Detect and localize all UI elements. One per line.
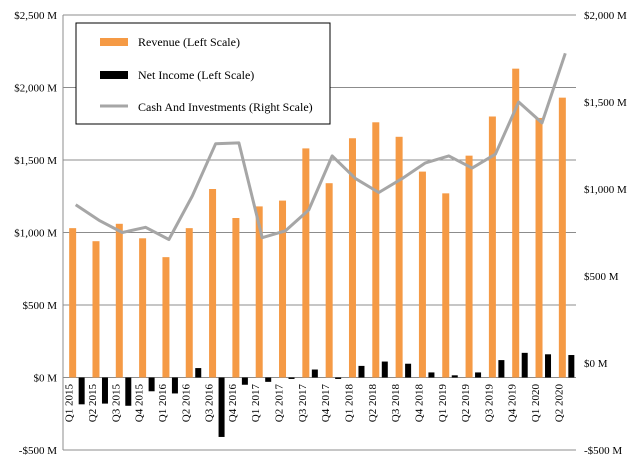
x-tick-label: Q4 2017: [320, 384, 332, 423]
net-income-bar-q2-2016: [195, 368, 202, 378]
left-tick-label: $2,000 M: [14, 83, 57, 95]
x-axis-ticks: Q1 2015 Q2 2015 Q3 2015 Q4 2015 Q1 2016 Q2 20…: [64, 384, 566, 423]
left-tick-label: $500 M: [22, 300, 57, 312]
right-tick-label: $2,000 M: [584, 10, 627, 22]
revenue-bar-q3-2018: [395, 136, 403, 378]
revenue-bar-q2-2016: [185, 228, 193, 378]
left-tick-label: $0 M: [33, 373, 57, 385]
revenue-bar-q4-2016: [232, 218, 240, 378]
x-tick-label: Q1 2016: [157, 384, 169, 423]
revenue-bar-q2-2017: [279, 200, 287, 378]
right-tick-label: -$500 M: [584, 445, 622, 457]
cash-investments-line: [74, 52, 567, 241]
revenue-bar-q2-2020: [558, 97, 566, 378]
net-income-bar-q2-2019: [475, 372, 482, 378]
revenue-bar-q3-2015: [115, 223, 123, 378]
bar-marks: [69, 68, 575, 437]
net-income-bar-q4-2019: [521, 352, 528, 378]
x-tick-label: Q2 2018: [367, 384, 379, 423]
right-axis-ticks: -$500 M $0 M $500 M $1,000 M $1,500 M $2,000 …: [584, 10, 627, 457]
revenue-bar-q3-2017: [302, 148, 310, 378]
left-tick-label: -$500 M: [19, 445, 57, 457]
legend-swatch-net-income: [100, 71, 128, 79]
x-tick-label: Q4 2018: [413, 384, 425, 423]
revenue-bar-q4-2019: [512, 68, 520, 378]
x-tick-label: Q3 2019: [483, 384, 495, 423]
net-income-bar-q2-2020: [568, 355, 575, 378]
revenue-bar-q2-2018: [372, 122, 380, 378]
net-income-bar-q4-2018: [428, 372, 435, 378]
net-income-bar-q2-2018: [381, 361, 388, 378]
net-income-bar-q4-2016: [241, 377, 248, 385]
x-tick-label: Q3 2018: [390, 384, 402, 423]
right-tick-label: $500 M: [584, 271, 619, 283]
net-income-bar-q4-2017: [335, 377, 342, 379]
legend-label-net-income: Net Income (Left Scale): [138, 68, 254, 82]
net-income-bar-q3-2017: [311, 369, 318, 378]
net-income-bar-q3-2019: [498, 360, 505, 378]
x-tick-label: Q2 2016: [180, 384, 192, 423]
left-tick-label: $2,500 M: [14, 10, 57, 22]
right-tick-label: $1,500 M: [584, 97, 627, 109]
revenue-bar-q4-2017: [325, 183, 333, 378]
revenue-bar-q1-2016: [162, 257, 170, 378]
legend-label-cash: Cash And Investments (Right Scale): [138, 100, 313, 114]
revenue-bar-q2-2019: [465, 155, 473, 378]
line-series: [74, 52, 567, 241]
net-income-bar-q3-2016: [218, 377, 225, 437]
net-income-bar-q2-2015: [101, 377, 108, 404]
revenue-bar-q2-2015: [92, 241, 100, 378]
x-tick-label: Q1 2015: [64, 384, 76, 423]
left-tick-label: $1,000 M: [14, 228, 57, 240]
legend-label-revenue: Revenue (Left Scale): [138, 35, 240, 49]
x-tick-label: Q1 2019: [437, 384, 449, 423]
x-tick-label: Q2 2020: [553, 384, 565, 423]
revenue-bar-q1-2015: [69, 228, 77, 378]
x-tick-label: Q2 2019: [460, 384, 472, 423]
revenue-bar-q3-2019: [488, 116, 496, 378]
left-axis-ticks: -$500 M $0 M $500 M $1,000 M $1,500 M $2,000 …: [14, 10, 57, 457]
left-tick-label: $1,500 M: [14, 155, 57, 167]
x-tick-label: Q2 2015: [87, 384, 99, 423]
x-tick-label: Q1 2018: [343, 384, 355, 423]
revenue-bar-q1-2020: [535, 117, 543, 378]
legend: Revenue (Left Scale) Net Income (Left Sc…: [75, 22, 331, 125]
net-income-bar-q1-2016: [171, 377, 178, 394]
right-tick-label: $0 M: [584, 358, 608, 370]
x-tick-label: Q1 2020: [530, 384, 542, 423]
revenue-bar-q1-2019: [442, 193, 450, 378]
x-tick-label: Q4 2015: [134, 384, 146, 423]
revenue-bar-q1-2018: [348, 138, 356, 378]
net-income-bar-q1-2020: [545, 354, 552, 378]
x-tick-label: Q2 2017: [274, 384, 286, 423]
x-tick-label: Q3 2015: [110, 384, 122, 423]
net-income-bar-q1-2018: [358, 365, 365, 378]
revenue-bar-q4-2015: [139, 238, 147, 378]
net-income-bar-q1-2015: [78, 377, 85, 405]
legend-swatch-revenue: [100, 38, 128, 46]
x-tick-label: Q3 2017: [297, 384, 309, 423]
revenue-bar-q3-2016: [209, 189, 217, 378]
net-income-bar-q1-2019: [451, 375, 458, 378]
x-tick-label: Q4 2019: [507, 384, 519, 423]
revenue-bar-q1-2017: [255, 206, 263, 378]
right-tick-label: $1,000 M: [584, 184, 627, 196]
revenue-bar-q4-2018: [418, 171, 426, 378]
x-tick-label: Q1 2017: [250, 384, 262, 423]
net-income-bar-q4-2015: [148, 377, 155, 392]
net-income-bar-q3-2018: [405, 363, 412, 378]
net-income-bar-q1-2017: [265, 377, 272, 382]
x-tick-label: Q4 2016: [227, 384, 239, 423]
net-income-bar-q2-2017: [288, 377, 295, 379]
x-tick-label: Q3 2016: [204, 384, 216, 423]
net-income-bar-q3-2015: [125, 377, 132, 406]
